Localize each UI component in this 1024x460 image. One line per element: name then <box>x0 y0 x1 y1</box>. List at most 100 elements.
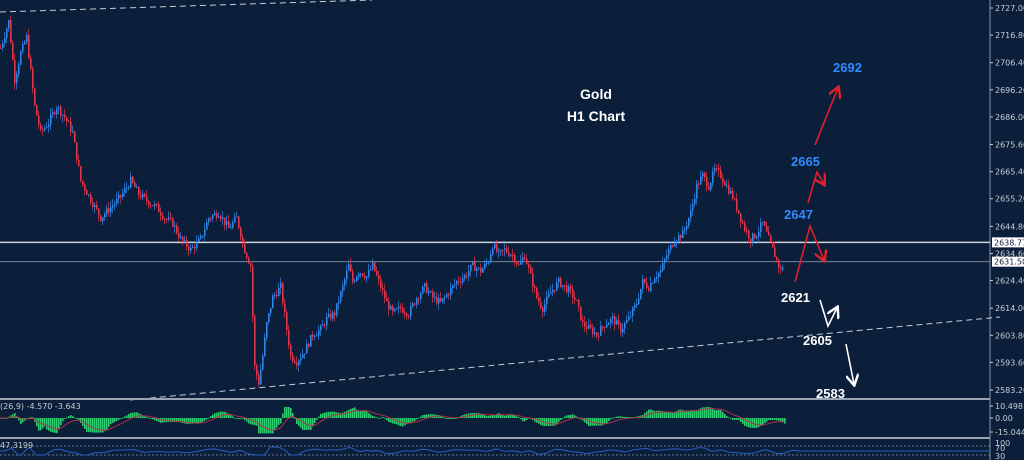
macd-histogram-bar <box>154 418 156 421</box>
candle-body <box>572 288 574 298</box>
macd-histogram-bar <box>488 415 490 418</box>
candle-body <box>534 286 536 288</box>
macd-histogram-bar <box>476 413 478 418</box>
candle-body <box>86 190 88 195</box>
macd-histogram-bar <box>210 416 212 418</box>
candle-body <box>564 285 566 287</box>
candle-body <box>524 257 526 259</box>
candle-body <box>244 241 246 254</box>
macd-histogram-bar <box>256 418 258 426</box>
candle-body <box>600 326 602 336</box>
candle-body <box>28 35 30 58</box>
macd-histogram-bar <box>412 418 414 422</box>
macd-histogram-bar <box>94 418 96 433</box>
candle-body <box>382 288 384 291</box>
candle-body <box>680 235 682 239</box>
macd-histogram-bar <box>204 418 206 421</box>
candle-body <box>8 20 10 29</box>
candle-body <box>516 262 518 265</box>
candle-body <box>122 192 124 198</box>
candle-body <box>196 241 198 249</box>
macd-histogram-bar <box>556 418 558 424</box>
candle-body <box>414 303 416 305</box>
macd-histogram-bar <box>298 418 300 426</box>
target-2621-label: 2621 <box>781 290 810 305</box>
candle-body <box>30 57 32 69</box>
macd-histogram-bar <box>652 410 654 418</box>
macd-histogram-bar <box>554 418 556 426</box>
macd-histogram-bar <box>118 418 120 420</box>
candle-body <box>598 335 600 337</box>
macd-histogram-bar <box>108 418 110 427</box>
macd-histogram-bar <box>22 418 24 423</box>
target-2647-label: 2647 <box>784 207 813 222</box>
macd-histogram-bar <box>230 414 232 418</box>
macd-histogram-bar <box>438 415 440 418</box>
macd-histogram-bar <box>174 418 176 423</box>
macd-histogram-bar <box>770 418 772 420</box>
candle-body <box>678 235 680 241</box>
candle-body <box>280 283 282 288</box>
candle-body <box>682 230 684 239</box>
macd-histogram-bar <box>218 412 220 418</box>
candle-body <box>416 298 418 305</box>
candle-body <box>274 294 276 296</box>
macd-histogram-bar <box>584 418 586 423</box>
candle-body <box>70 121 72 132</box>
macd-histogram-bar <box>30 417 32 418</box>
candle-body <box>490 254 492 263</box>
macd-histogram-bar <box>388 418 390 422</box>
macd-histogram-bar <box>414 418 416 421</box>
macd-histogram-bar <box>280 418 282 424</box>
candle-body <box>252 266 254 317</box>
macd-histogram-bar <box>430 414 432 418</box>
candle-body <box>504 248 506 251</box>
macd-histogram-bar <box>60 418 62 426</box>
macd-histogram-bar <box>426 414 428 418</box>
candle-body <box>56 108 58 115</box>
candle-body <box>14 59 16 84</box>
candle-body <box>46 126 48 128</box>
candle-body <box>590 324 592 328</box>
candle-body <box>734 198 736 200</box>
candle-body <box>376 271 378 276</box>
macd-histogram-bar <box>564 416 566 418</box>
macd-histogram-bar <box>302 418 304 430</box>
forecast-arrow-2 <box>794 223 824 283</box>
macd-histogram-bar <box>44 418 46 427</box>
macd-histogram-bar <box>330 411 332 418</box>
candle-body <box>82 180 84 185</box>
candle-body <box>66 117 68 122</box>
macd-histogram-bar <box>262 418 264 434</box>
macd-histogram-bar <box>486 416 488 418</box>
candle-body <box>256 365 258 375</box>
macd-histogram-bar <box>232 416 234 418</box>
lower-dashed-trendline <box>129 316 1001 401</box>
candle-body <box>226 221 228 225</box>
oscillator-indicator-label: 47.3199 <box>0 441 34 450</box>
candle-body <box>532 273 534 287</box>
candle-body <box>140 194 142 198</box>
candle-body <box>328 313 330 317</box>
macd-histogram-bar <box>482 414 484 418</box>
candle-body <box>764 221 766 226</box>
macd-histogram-bar <box>690 410 692 418</box>
candle-body <box>178 232 180 238</box>
candle-body <box>124 188 126 193</box>
price-axis-label: 2634.60 <box>995 249 1024 258</box>
macd-histogram-bar <box>730 418 732 419</box>
candle-body <box>136 186 138 188</box>
macd-histogram-bar <box>18 418 20 421</box>
price-axis-label: 2727.00 <box>995 4 1024 13</box>
macd-histogram-bar <box>160 418 162 423</box>
candle-body <box>476 268 478 271</box>
candle-body <box>338 301 340 304</box>
macd-histogram-bar <box>502 415 504 418</box>
macd-histogram-bar <box>674 411 676 418</box>
candle-body <box>468 271 470 277</box>
candle-body <box>768 231 770 236</box>
candle-body <box>130 176 132 188</box>
candle-body <box>488 262 490 264</box>
macd-histogram-bar <box>616 416 618 418</box>
macd-histogram-bar <box>180 418 182 423</box>
